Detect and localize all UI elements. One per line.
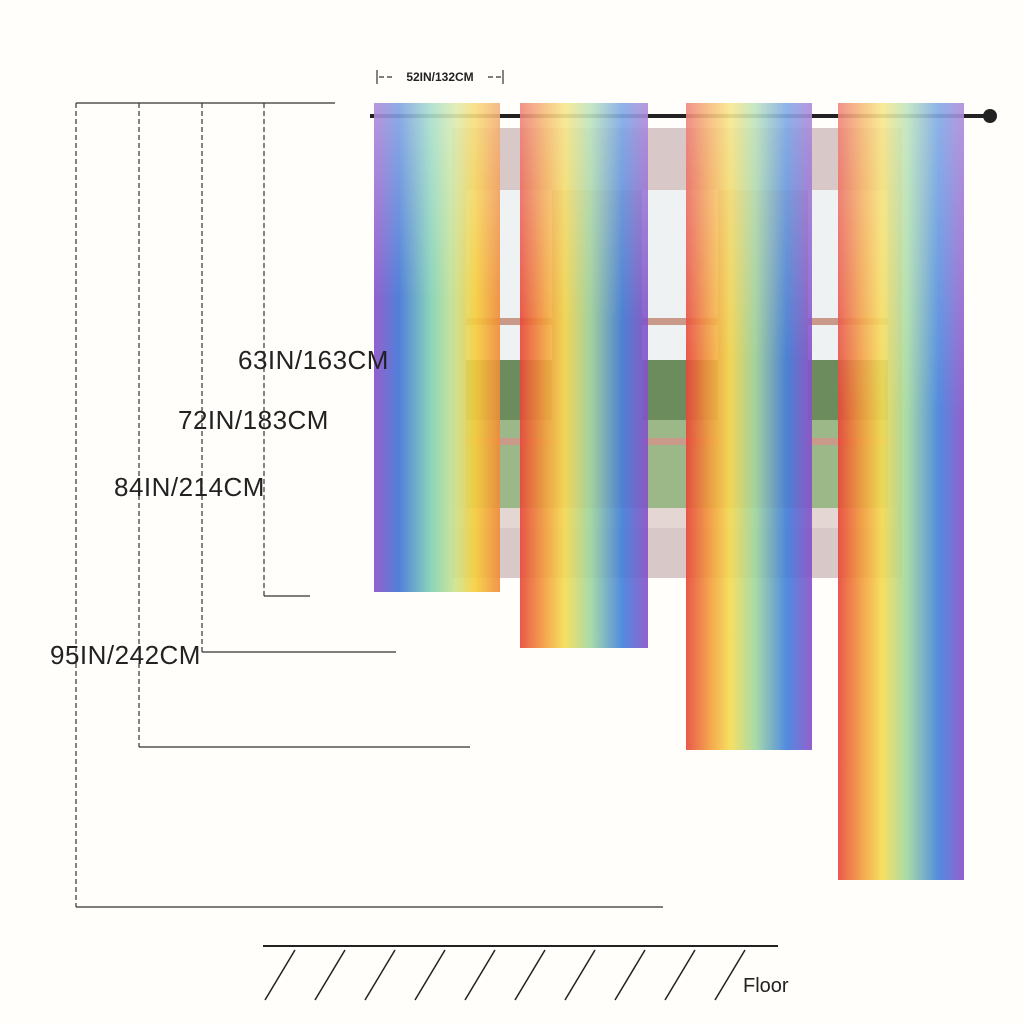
width-label: 52IN/132CM bbox=[406, 70, 473, 84]
length-label: 63IN/163CM bbox=[238, 345, 389, 375]
length-label: 95IN/242CM bbox=[50, 640, 201, 670]
curtains bbox=[374, 103, 964, 880]
length-label: 72IN/183CM bbox=[178, 405, 329, 435]
width-dimension: 52IN/132CM bbox=[376, 70, 504, 84]
rod-finial bbox=[983, 109, 997, 123]
window bbox=[452, 128, 902, 578]
length-lines bbox=[75, 102, 663, 908]
floor: Floor bbox=[263, 945, 789, 1001]
floor-label: Floor bbox=[743, 975, 789, 997]
length-label: 84IN/214CM bbox=[114, 472, 265, 502]
